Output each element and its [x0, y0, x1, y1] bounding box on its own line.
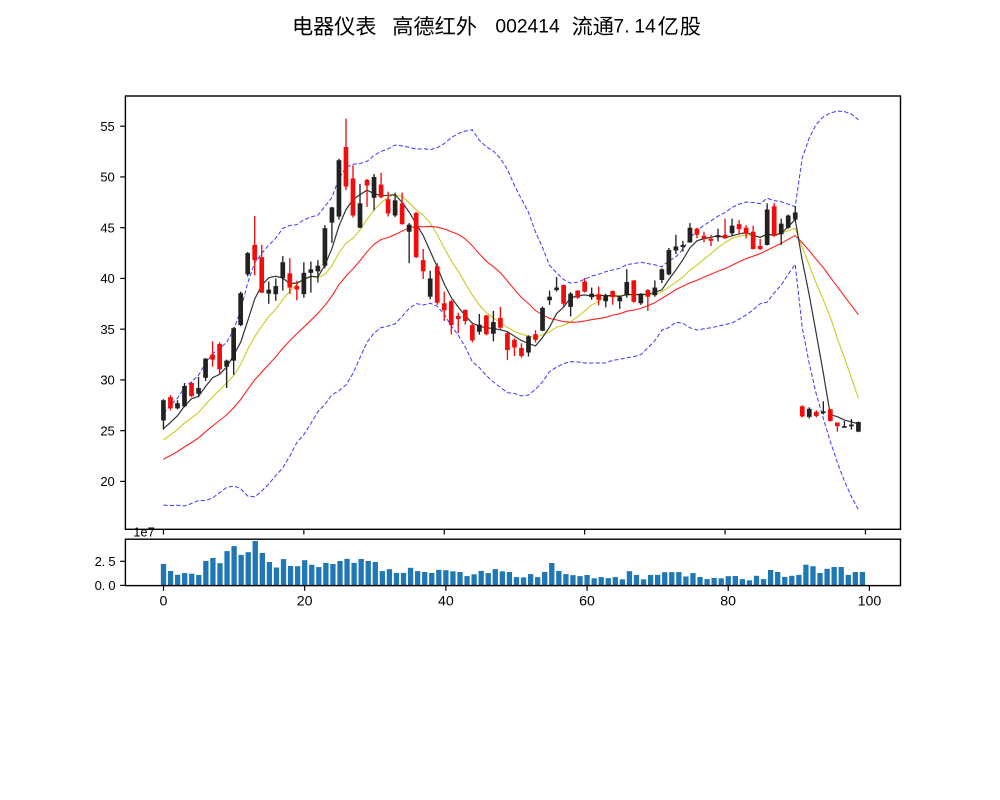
svg-text:80: 80 — [720, 594, 736, 610]
svg-text:.: . — [624, 16, 629, 37]
svg-text:55: 55 — [100, 119, 114, 134]
svg-text:30: 30 — [100, 373, 114, 388]
svg-text:40: 40 — [438, 594, 454, 610]
svg-text:1e7: 1e7 — [133, 525, 155, 540]
svg-text:0: 0 — [108, 578, 115, 593]
svg-text:0: 0 — [95, 578, 102, 593]
svg-text:20: 20 — [100, 474, 114, 489]
svg-text:45: 45 — [100, 220, 114, 235]
svg-text:60: 60 — [579, 594, 595, 610]
svg-text:2: 2 — [95, 554, 102, 569]
svg-text:5: 5 — [108, 554, 115, 569]
svg-text:.: . — [102, 578, 106, 593]
svg-text:25: 25 — [100, 423, 114, 438]
svg-text:50: 50 — [100, 170, 114, 185]
svg-text:100: 100 — [858, 594, 882, 610]
svg-text:.: . — [102, 554, 106, 569]
svg-text:20: 20 — [297, 594, 313, 610]
svg-text:7: 7 — [613, 16, 624, 37]
svg-text:35: 35 — [100, 322, 114, 337]
svg-text:002414: 002414 — [495, 16, 560, 37]
svg-text:14: 14 — [634, 16, 656, 37]
svg-text:40: 40 — [100, 271, 114, 286]
svg-text:0: 0 — [160, 594, 168, 610]
